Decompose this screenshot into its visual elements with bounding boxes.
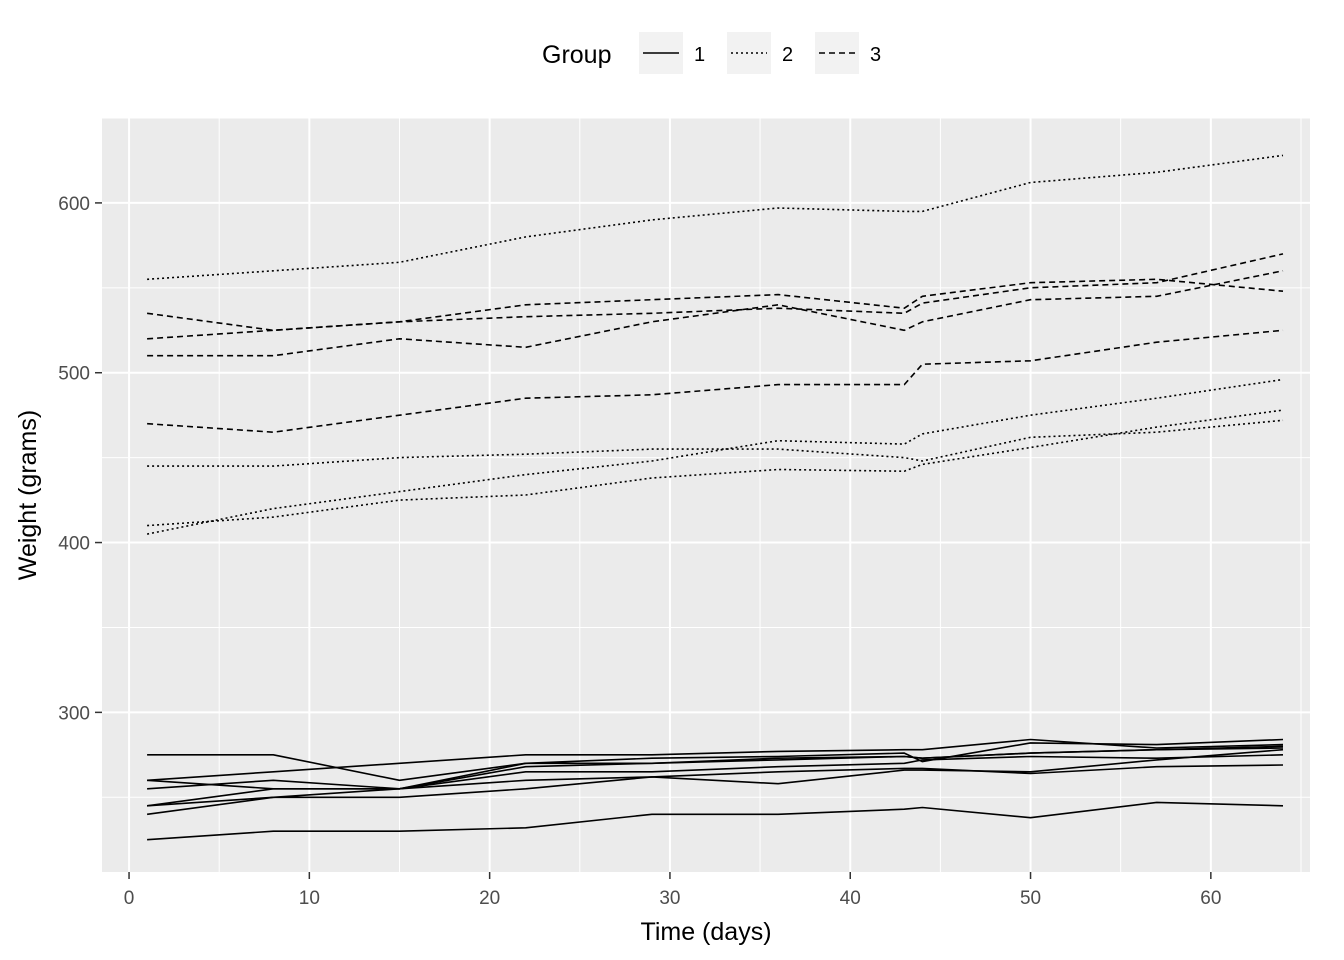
series-line-group-1 [146, 748, 1284, 816]
legend-label-2: 2 [782, 44, 793, 66]
x-tick-label: 0 [124, 888, 135, 909]
series-line-group-2 [147, 409, 1284, 527]
series-line-group-1 [147, 764, 1284, 807]
legend-label-1: 1 [694, 44, 705, 66]
y-tick-label: 400 [58, 534, 90, 555]
series-line-group-3 [147, 329, 1284, 434]
x-tick-label: 60 [1200, 888, 1221, 909]
y-axis-title: Weight (grams) [14, 410, 42, 580]
x-tick-label: 50 [1020, 888, 1041, 909]
series-line-group-1 [147, 738, 1284, 782]
x-axis-title: Time (days) [640, 918, 771, 946]
legend-key-2 [727, 32, 771, 74]
y-tick-label: 600 [58, 194, 90, 215]
y-tick-label: 300 [58, 703, 90, 724]
plot-panel [102, 118, 1310, 872]
series-line-group-1 [147, 738, 1284, 782]
series-line-group-3 [147, 270, 1284, 357]
x-tick-label: 20 [479, 888, 500, 909]
series-line-group-1 [147, 801, 1284, 841]
legend: Group 1 2 3 [542, 32, 881, 74]
series-line-group-1 [146, 747, 1284, 807]
legend-title: Group [542, 41, 611, 69]
series-line-group-2 [147, 419, 1284, 467]
x-tick-label: 40 [840, 888, 861, 909]
y-tick-label: 500 [58, 364, 90, 385]
series-line-group-2 [147, 154, 1284, 281]
x-tick-label: 10 [299, 888, 320, 909]
series-line-group-3 [147, 253, 1284, 340]
x-tick-label: 30 [659, 888, 680, 909]
legend-label-3: 3 [870, 44, 881, 66]
